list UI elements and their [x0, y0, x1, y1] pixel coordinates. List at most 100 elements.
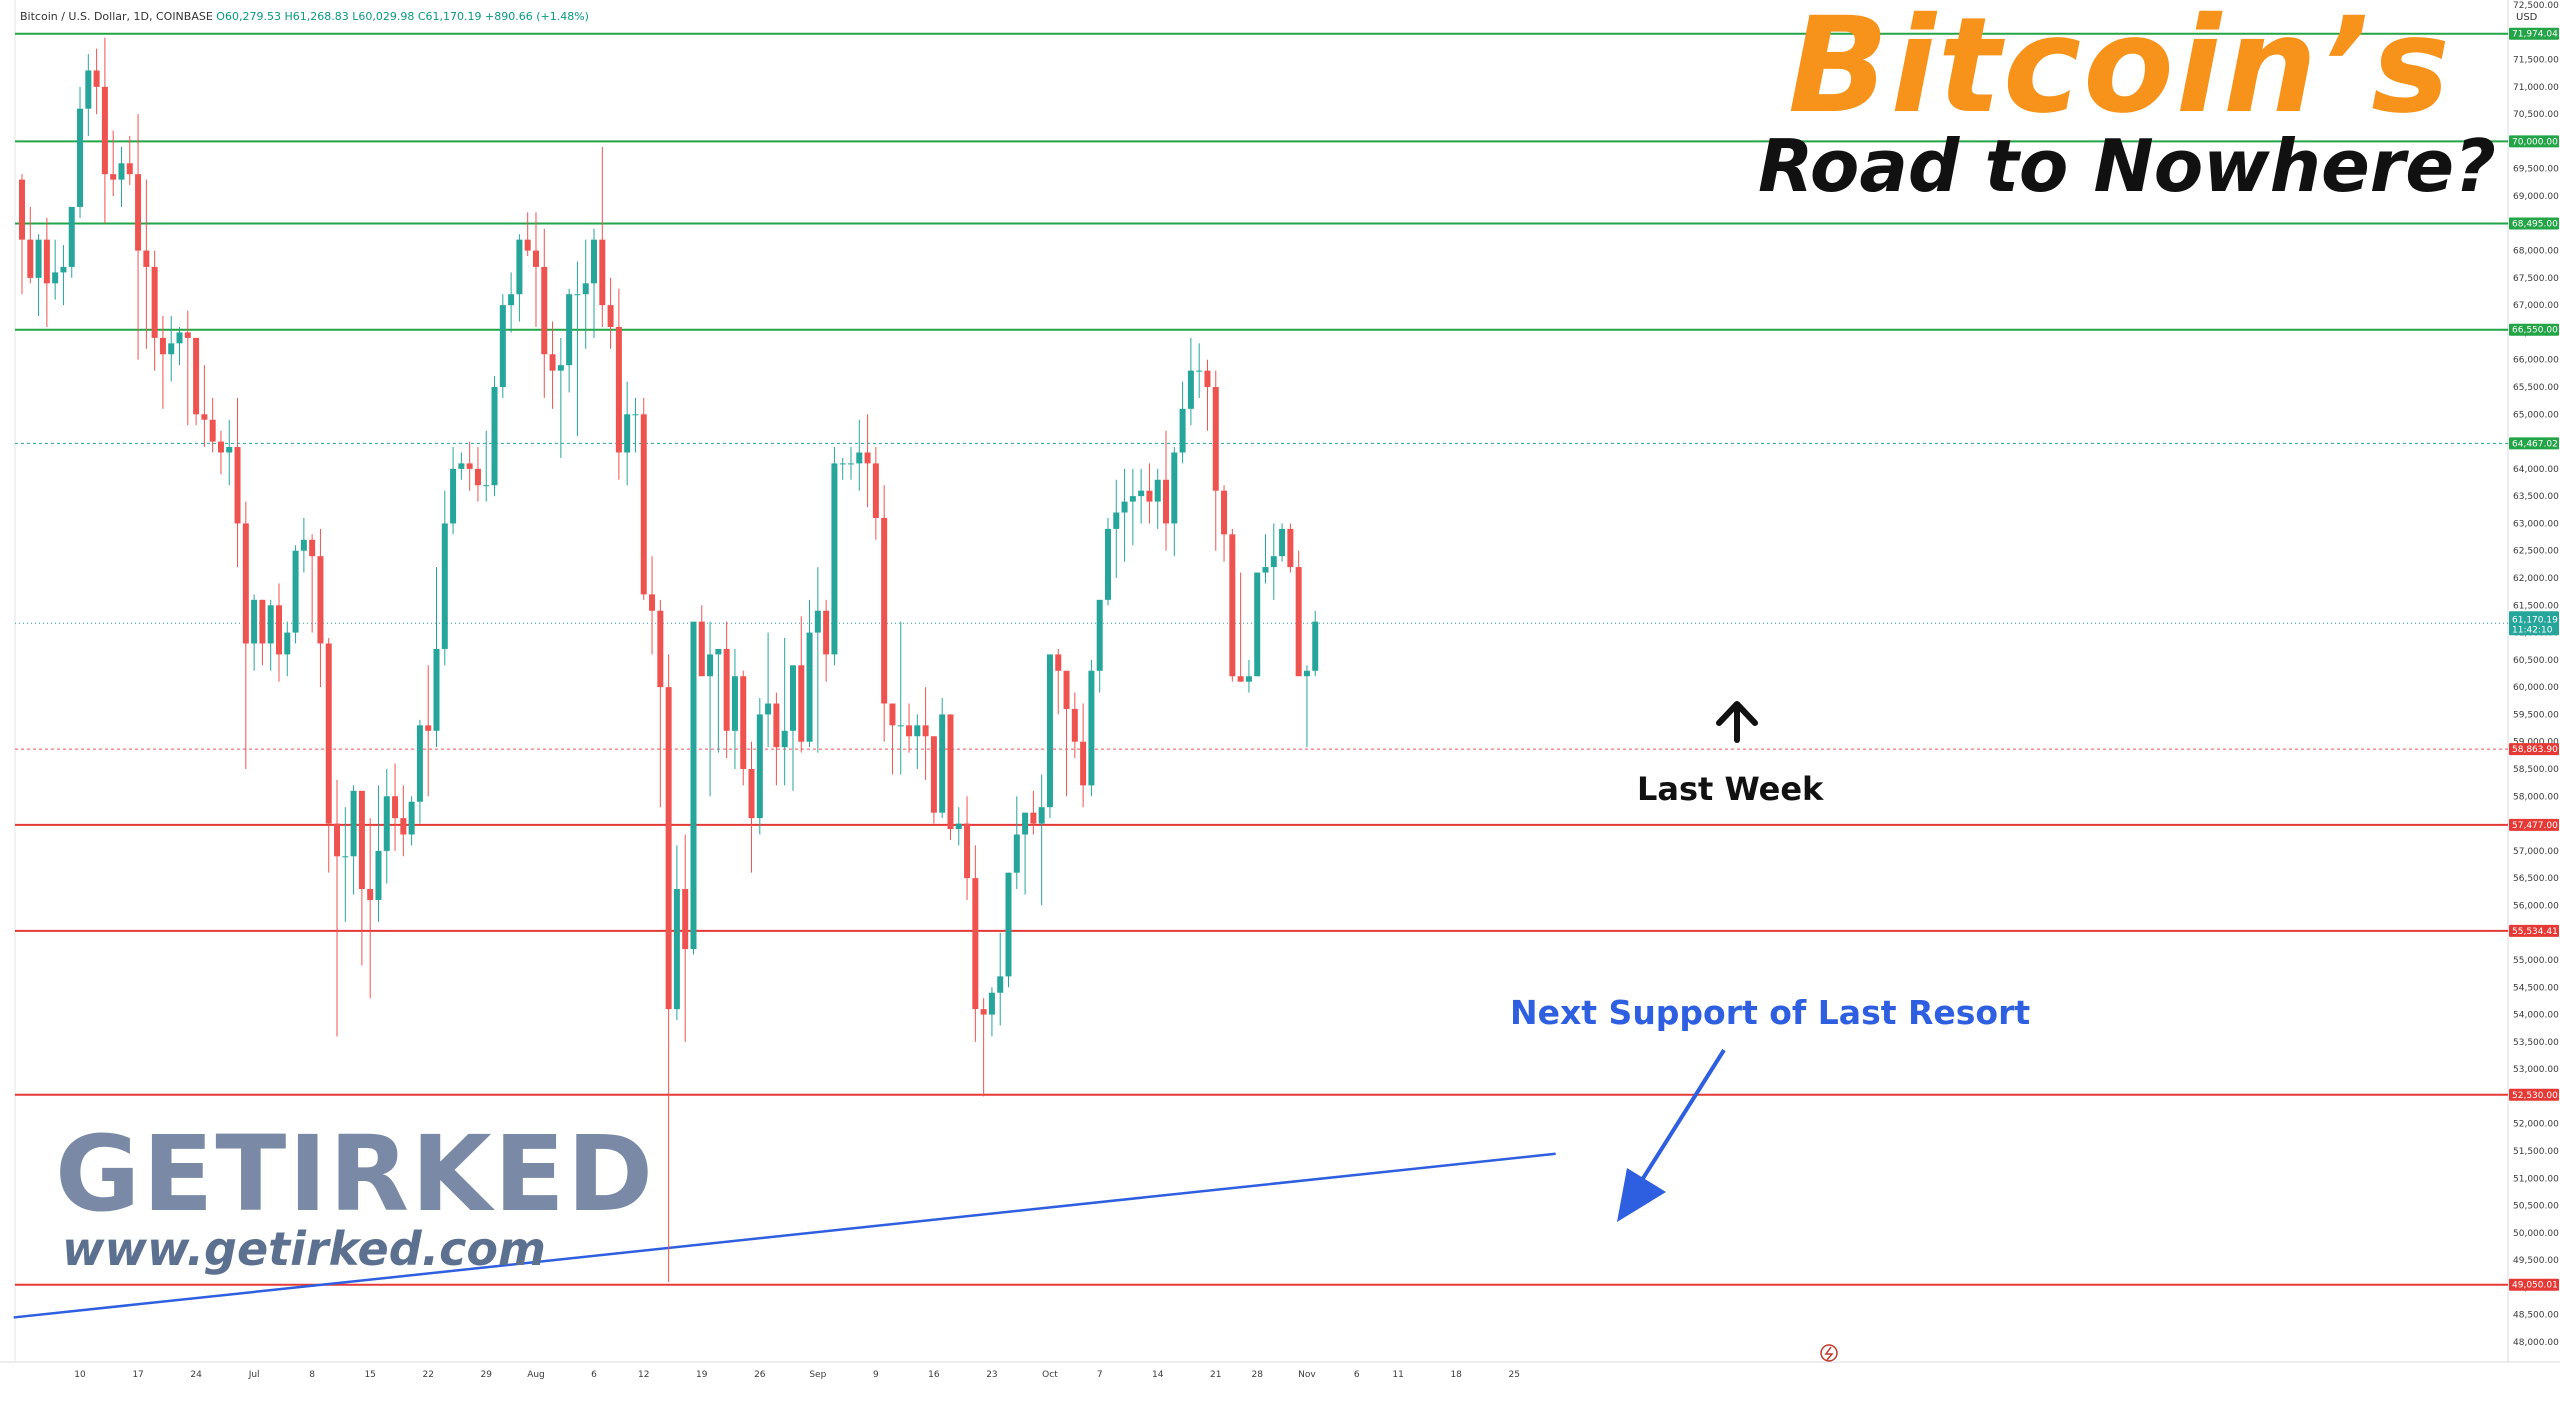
candle: [665, 654, 672, 1282]
candle: [1129, 468, 1136, 546]
candle-body: [309, 539, 316, 557]
y-tick-label: 62,500.00: [2513, 547, 2559, 557]
candle-body: [980, 1009, 987, 1015]
candle-body: [930, 736, 937, 813]
candle-body: [906, 725, 913, 737]
candle-body: [392, 796, 399, 819]
candle: [682, 834, 689, 1042]
candle: [408, 796, 415, 846]
candle-body: [1187, 370, 1194, 409]
y-tick-label: 62,000.00: [2513, 574, 2559, 584]
horizontal-levels: [15, 32, 2508, 1286]
candle: [748, 741, 755, 873]
candle-body: [135, 174, 142, 251]
candle: [673, 845, 680, 1021]
candle-body: [789, 665, 796, 731]
candle-body: [1254, 572, 1261, 677]
candle-body: [640, 414, 647, 595]
candle-body: [557, 365, 564, 371]
candle: [947, 714, 954, 840]
candle: [400, 785, 407, 857]
y-tick-label: 60,500.00: [2513, 656, 2559, 666]
y-tick-label: 72,500.00: [2513, 1, 2559, 11]
candle-body: [499, 305, 506, 387]
candle: [375, 785, 382, 922]
x-tick-label: 28: [1251, 1370, 1263, 1380]
y-tick-label: 51,500.00: [2513, 1147, 2559, 1157]
x-tick-label: 22: [422, 1370, 433, 1380]
candle-body: [1287, 528, 1294, 568]
candle-body: [176, 332, 183, 344]
candle: [425, 665, 432, 797]
x-tick-label: Sep: [809, 1370, 826, 1380]
y-tick-label: 54,000.00: [2513, 1011, 2559, 1021]
price-level-label: 71,974.04: [2512, 30, 2558, 40]
candle-body: [43, 239, 50, 284]
candle-body: [325, 643, 332, 824]
candle-body: [848, 463, 854, 465]
candle: [1030, 790, 1037, 835]
candle: [897, 621, 904, 775]
candle: [848, 447, 854, 480]
x-tick-label: 6: [1354, 1370, 1360, 1380]
candle: [1046, 654, 1053, 819]
candle: [789, 665, 796, 791]
lightning-icon[interactable]: [1820, 1344, 1838, 1362]
candle: [217, 430, 224, 475]
candle: [1163, 430, 1170, 551]
candle-body: [1221, 490, 1228, 535]
x-tick-label: 15: [364, 1370, 375, 1380]
x-tick-label: 29: [481, 1370, 493, 1380]
candle: [906, 703, 913, 753]
candle-body: [259, 599, 266, 644]
candle: [1254, 572, 1261, 677]
candle-body: [300, 539, 307, 551]
candle-body: [1113, 512, 1120, 529]
candle-body: [383, 796, 390, 851]
candle-body: [118, 163, 125, 180]
candle: [557, 337, 564, 458]
candle: [1022, 812, 1029, 895]
x-tick-label: 24: [190, 1370, 202, 1380]
candle-body: [1262, 567, 1269, 573]
candle-body: [1038, 807, 1045, 824]
x-tick-label: 8: [309, 1370, 315, 1380]
candle-body: [574, 294, 581, 296]
ohlc-header[interactable]: Bitcoin / U.S. Dollar, 1D, COINBASE O60,…: [20, 10, 589, 23]
candle-body: [665, 687, 672, 1010]
support-trendline[interactable]: [13, 1152, 1556, 1319]
candle: [392, 763, 399, 851]
candle: [284, 621, 291, 677]
candle: [872, 447, 879, 540]
candle-body: [723, 648, 730, 731]
candle-body: [707, 654, 714, 677]
getirked-url: www.getirked.com: [62, 1222, 546, 1276]
candle: [60, 245, 67, 306]
candle-body: [168, 343, 175, 355]
time-axis[interactable]: 10 17 24 Jul 8 15 22 29 Aug 6 12 19 26 Sep 9 16 23 Oct 7 14…: [74, 1370, 1520, 1380]
candle-body: [1088, 670, 1095, 786]
candle: [334, 779, 341, 1037]
candle-body: [350, 790, 357, 857]
candle: [955, 807, 962, 846]
candle: [85, 54, 92, 136]
countdown-label: 11:42:10: [2512, 625, 2553, 635]
candle-body: [988, 992, 995, 1015]
candle-body: [85, 70, 92, 109]
candle: [864, 414, 871, 508]
candle-body: [93, 70, 100, 87]
candle-body: [1196, 370, 1203, 372]
candle: [806, 599, 813, 748]
candle: [1104, 517, 1111, 606]
candle-body: [881, 517, 888, 704]
candle-body: [964, 823, 971, 879]
x-tick-label: 17: [132, 1370, 143, 1380]
candle-body: [922, 725, 929, 737]
trendline-layer: [13, 1152, 1556, 1319]
candle: [591, 228, 598, 338]
candle: [433, 567, 440, 748]
support-annotation: Next Support of Last Resort: [1510, 993, 2031, 1032]
candle-body: [607, 305, 614, 327]
